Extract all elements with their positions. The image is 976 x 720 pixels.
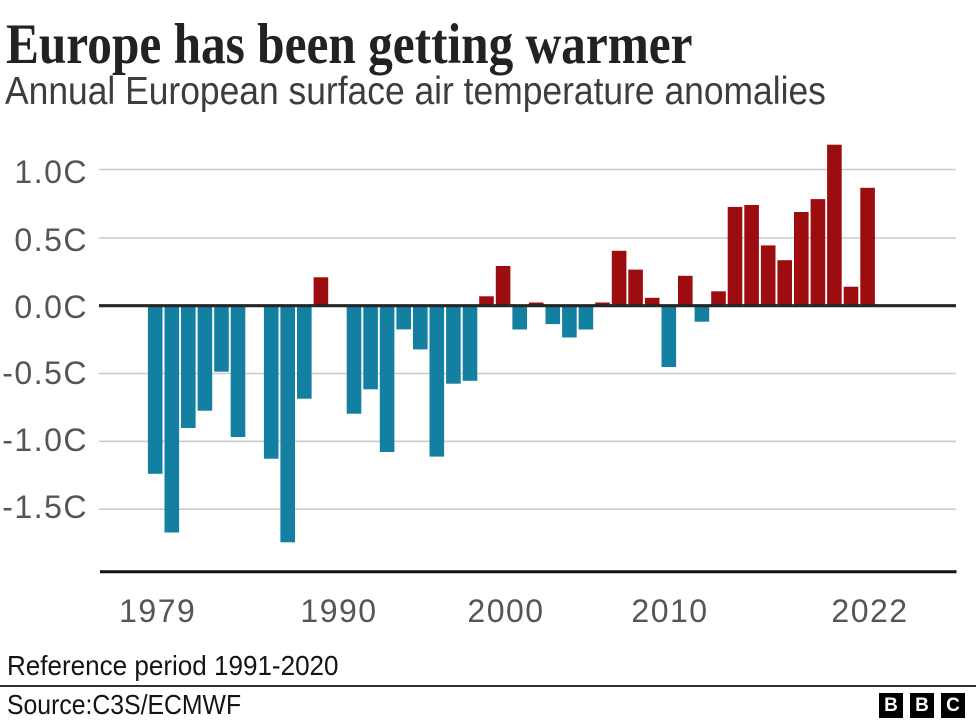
svg-text:-1.5C: -1.5C bbox=[2, 489, 88, 525]
svg-text:2022: 2022 bbox=[831, 593, 908, 629]
svg-text:1979: 1979 bbox=[119, 593, 196, 629]
svg-text:-0.5C: -0.5C bbox=[2, 355, 88, 391]
svg-text:2000: 2000 bbox=[467, 593, 544, 629]
svg-text:2010: 2010 bbox=[631, 593, 708, 629]
svg-text:1990: 1990 bbox=[300, 593, 377, 629]
svg-text:0.5C: 0.5C bbox=[14, 222, 88, 258]
svg-text:1.0C: 1.0C bbox=[14, 154, 88, 190]
svg-text:0.0C: 0.0C bbox=[14, 289, 88, 325]
svg-text:-1.0C: -1.0C bbox=[2, 422, 88, 458]
